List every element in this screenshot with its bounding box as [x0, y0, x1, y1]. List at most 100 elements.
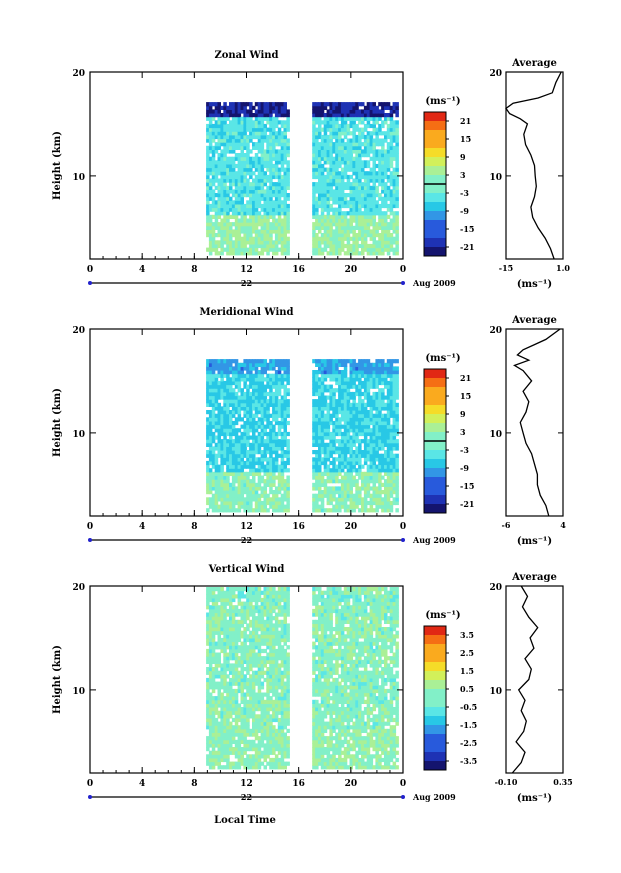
heatmap-cell: [234, 446, 239, 451]
heatmap-cell: [226, 138, 230, 143]
heatmap-cell: [211, 677, 216, 683]
heatmap-cell: [208, 486, 213, 491]
heatmap-cell: [381, 413, 385, 418]
heatmap-cell: [274, 131, 279, 136]
heatmap-cell: [323, 178, 328, 183]
heatmap-cell: [312, 413, 316, 418]
heatmap-cell: [283, 160, 287, 165]
heatmap-cell: [211, 732, 216, 737]
heatmap-cell: [332, 178, 336, 183]
heatmap-cell: [254, 225, 259, 230]
heatmap-cell: [323, 479, 328, 484]
heatmap-cell: [277, 406, 282, 411]
heatmap-cell: [283, 486, 287, 491]
heatmap-cell: [223, 424, 227, 429]
heatmap-cell: [280, 240, 285, 245]
heatmap-cell: [269, 479, 273, 484]
heatmap-cell: [220, 366, 224, 371]
heatmap-cell: [381, 222, 385, 227]
heatmap-cell: [366, 399, 371, 404]
heatmap-cell: [243, 109, 247, 114]
heatmap-cell: [343, 391, 348, 397]
heatmap-cell: [323, 236, 328, 241]
heatmap-cell: [343, 174, 348, 180]
heatmap-cell: [286, 366, 290, 371]
heatmap-cell: [226, 696, 230, 701]
heatmap-cell: [220, 457, 224, 462]
colorbar-segment: [424, 495, 446, 505]
heatmap-cell: [246, 366, 250, 371]
heatmap-cell: [243, 203, 247, 209]
heatmap-cell: [260, 366, 265, 371]
heatmap-cell: [326, 200, 331, 205]
heatmap-cell: [206, 652, 210, 657]
heatmap-cell: [243, 102, 247, 107]
heatmap-cell: [274, 442, 279, 447]
heatmap-cell: [355, 362, 359, 367]
heatmap-cell: [277, 167, 282, 172]
heatmap-cell: [226, 446, 230, 451]
heatmap-cell: [318, 203, 322, 209]
heatmap-cell: [395, 388, 399, 393]
heatmap-cell: [369, 149, 374, 154]
heatmap-cell: [283, 362, 287, 367]
heatmap-cell: [214, 482, 219, 487]
heatmap-cell: [372, 446, 376, 451]
heatmap-cell: [389, 207, 394, 212]
heatmap-cell: [315, 359, 319, 364]
heatmap-cell: [220, 413, 224, 418]
heatmap-cell: [263, 471, 267, 476]
heatmap-cell: [378, 482, 382, 487]
heatmap-cell: [346, 160, 351, 165]
heatmap-cell: [283, 453, 287, 458]
heatmap-cell: [375, 370, 379, 375]
heatmap-cell: [229, 590, 233, 595]
heatmap-cell: [283, 225, 287, 230]
heatmap-cell: [395, 134, 399, 140]
heatmap-cell: [211, 247, 216, 252]
heatmap-cell: [343, 471, 348, 476]
heatmap-cell: [217, 185, 221, 190]
heatmap-cell: [286, 229, 290, 234]
heatmap-cell: [340, 468, 345, 473]
heatmap-cell: [226, 497, 230, 502]
heatmap-cell: [318, 113, 322, 118]
heatmap-cell: [254, 134, 259, 140]
heatmap-cell: [220, 710, 224, 715]
heatmap-cell: [223, 497, 227, 502]
heatmap-cell: [277, 149, 282, 154]
heatmap-cell: [214, 468, 219, 473]
heatmap-cell: [217, 468, 221, 473]
heatmap-cell: [229, 251, 233, 256]
heatmap-cell: [229, 482, 233, 487]
heatmap-cell: [274, 163, 279, 169]
heatmap-cell: [237, 486, 242, 491]
heatmap-cell: [223, 612, 227, 617]
heatmap-cell: [226, 160, 230, 165]
heatmap-cell: [237, 229, 242, 234]
heatmap-cell: [206, 153, 210, 158]
heatmap-cell: [223, 214, 227, 219]
heatmap-cell: [286, 214, 290, 219]
colorbar-segment: [424, 477, 446, 487]
heatmap-cell: [332, 214, 336, 219]
heatmap-cell: [231, 453, 236, 458]
heatmap-cell: [338, 105, 342, 110]
heatmap-cell: [229, 652, 233, 657]
heatmap-cell: [375, 435, 379, 440]
heatmap-cell: [246, 479, 250, 484]
heatmap-cell: [217, 453, 221, 458]
heatmap-cell: [240, 153, 244, 158]
heatmap-cell: [237, 131, 242, 136]
heatmap-cell: [358, 153, 362, 158]
heatmap-cell: [392, 211, 397, 216]
heatmap-cell: [214, 167, 219, 172]
heatmap-cell: [240, 431, 244, 437]
heatmap-cell: [320, 113, 325, 118]
heatmap-cell: [326, 471, 331, 476]
heatmap-cell: [223, 608, 227, 614]
heatmap-cell: [329, 420, 333, 426]
heatmap-cell: [386, 174, 391, 180]
heatmap-cell: [249, 156, 253, 161]
heatmap-cell: [315, 153, 319, 158]
